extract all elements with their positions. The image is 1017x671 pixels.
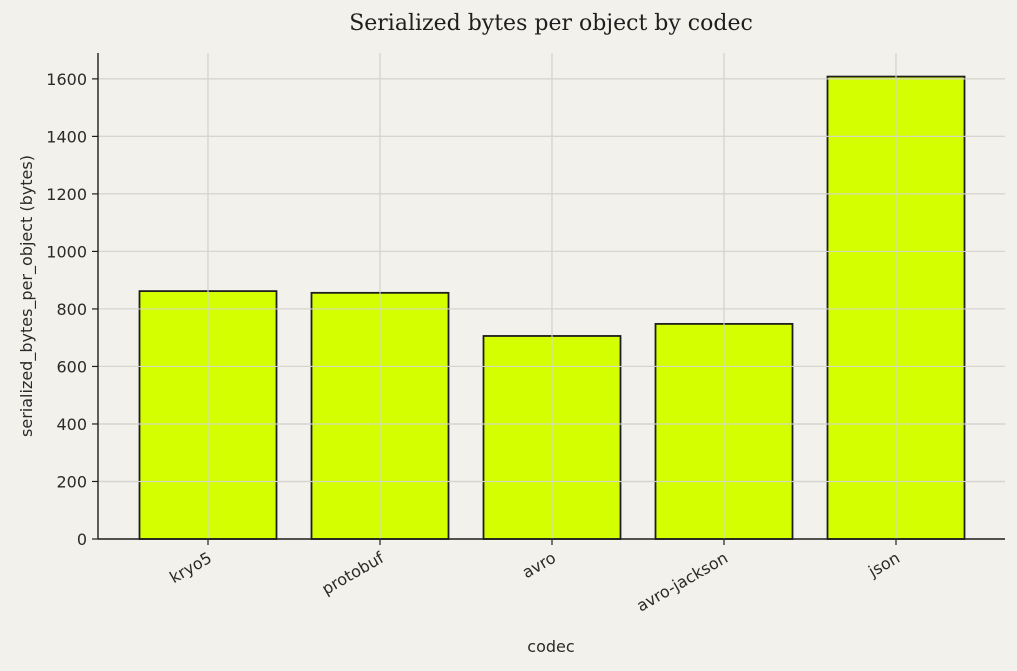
y-tick-label: 1200 xyxy=(46,185,87,204)
y-tick-label: 1000 xyxy=(46,242,87,261)
y-tick-label: 200 xyxy=(56,472,87,491)
x-axis: kryo5 protobuf avro avro-jackson json xyxy=(98,539,1005,615)
y-axis-label: serialized_bytes_per_object (bytes) xyxy=(17,155,37,437)
y-tick-label: 1600 xyxy=(46,70,87,89)
y-tick-label: 600 xyxy=(56,357,87,376)
chart-title: Serialized bytes per object by codec xyxy=(349,11,753,36)
y-tick-label: 1400 xyxy=(46,127,87,146)
y-tick-label: 800 xyxy=(56,300,87,319)
x-tick-label: kryo5 xyxy=(166,548,215,587)
x-axis-label: codec xyxy=(527,637,574,656)
x-tick-label: avro-jackson xyxy=(633,548,731,615)
x-tick-label: avro xyxy=(519,548,559,582)
y-tick-label: 400 xyxy=(56,415,87,434)
x-tick-label: json xyxy=(864,548,903,581)
x-tick-label: protobuf xyxy=(318,548,387,599)
y-tick-label: 0 xyxy=(77,530,87,549)
bars-group xyxy=(98,53,1005,539)
y-axis: 0 200 400 600 800 1000 1200 1400 1600 xyxy=(46,53,98,549)
